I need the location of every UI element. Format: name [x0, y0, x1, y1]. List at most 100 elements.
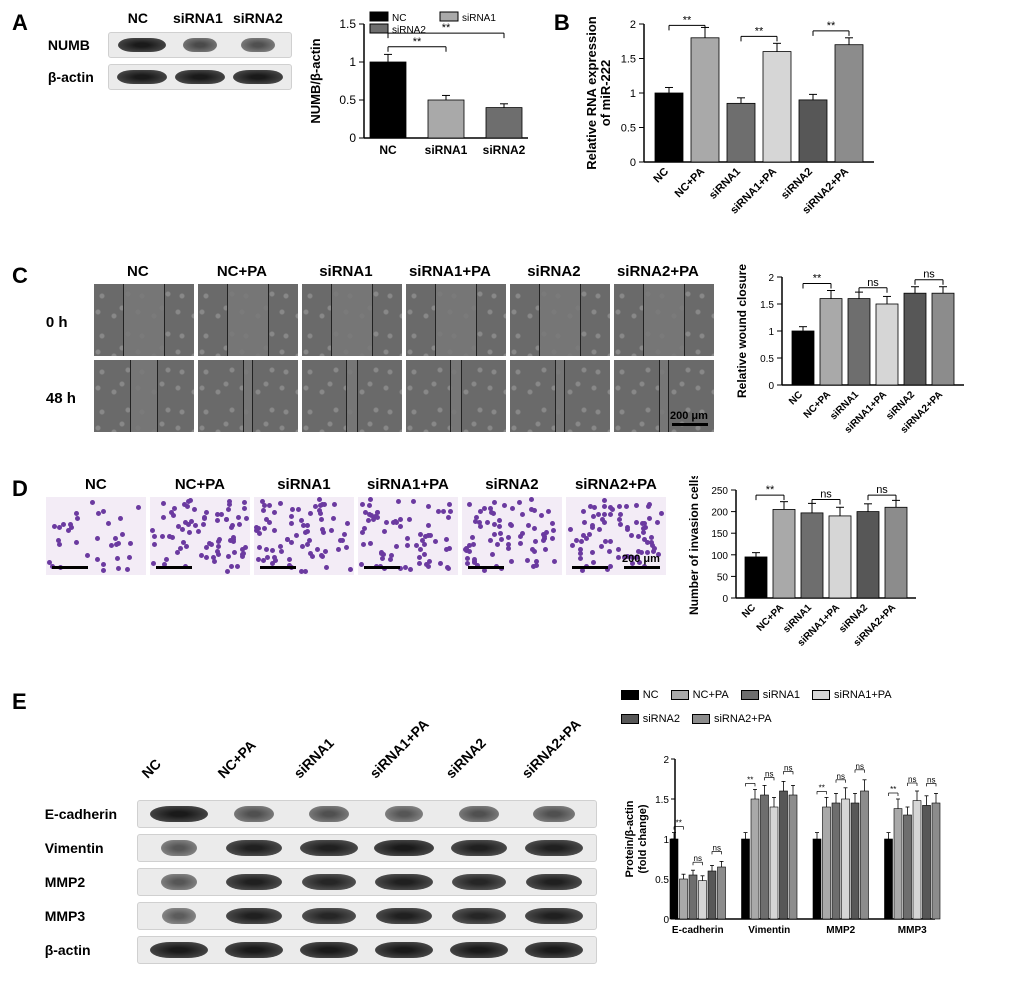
svg-text:MMP2: MMP2	[826, 925, 855, 936]
svg-text:150: 150	[711, 529, 728, 540]
micrograph-column-label: NC+PA	[150, 476, 250, 493]
svg-text:MMP3: MMP3	[897, 925, 926, 936]
wb-column-label: NC+PA	[201, 729, 266, 794]
wb-strip	[108, 32, 292, 58]
wb-band	[459, 806, 499, 821]
svg-text:Vimentin: Vimentin	[748, 925, 790, 936]
wb-band	[533, 806, 575, 821]
svg-text:1.5: 1.5	[620, 54, 635, 66]
wb-column-label: siRNA1	[168, 10, 228, 26]
svg-text:NC: NC	[379, 143, 397, 157]
svg-text:0: 0	[722, 594, 728, 605]
wb-band	[118, 38, 166, 52]
micrograph-row-label: 48 h	[46, 390, 88, 407]
wb-band	[161, 840, 197, 855]
svg-text:ns: ns	[876, 484, 888, 496]
legend-item: siRNA1	[741, 689, 800, 701]
svg-text:ns: ns	[923, 269, 935, 281]
svg-text:of miR-222: of miR-222	[598, 60, 613, 126]
svg-text:ns: ns	[784, 763, 792, 772]
panel-A-label: A	[12, 10, 28, 185]
panel-E-label: E	[12, 689, 27, 715]
svg-text:siRNA1: siRNA1	[707, 166, 743, 202]
wound-healing-micrograph	[94, 360, 194, 432]
micrograph-column-label: NC	[46, 476, 146, 493]
panel-C-wound-healing-images: NCNC+PAsiRNA1siRNA1+PAsiRNA2siRNA2+PA0 h…	[46, 263, 714, 436]
panel-D-invasion-images: NCNC+PAsiRNA1siRNA1+PAsiRNA2siRNA2+PA200…	[46, 476, 666, 579]
invasion-micrograph	[46, 497, 146, 575]
wb-band	[302, 908, 356, 923]
svg-text:0.5: 0.5	[620, 123, 635, 135]
wb-row-label: Vimentin	[45, 840, 137, 856]
svg-text:**: **	[413, 36, 422, 48]
svg-text:siRNA2: siRNA2	[392, 25, 426, 36]
svg-text:1.5: 1.5	[760, 300, 774, 311]
invasion-micrograph	[462, 497, 562, 575]
svg-text:**: **	[675, 819, 681, 828]
svg-text:NC: NC	[787, 389, 805, 407]
micrograph-column-label: NC	[88, 263, 188, 280]
wb-strip	[137, 868, 597, 896]
wound-healing-micrograph	[302, 360, 402, 432]
svg-text:2: 2	[630, 19, 636, 31]
panel-B-label: B	[554, 10, 570, 245]
wb-band	[525, 908, 583, 923]
wound-healing-micrograph	[198, 284, 298, 356]
wb-band	[300, 942, 358, 957]
legend-item: siRNA2+PA	[692, 713, 772, 725]
wb-band	[309, 806, 349, 821]
wb-column-label: siRNA2	[228, 10, 288, 26]
panel-C: NCNC+PAsiRNA1siRNA1+PAsiRNA2siRNA2+PA0 h…	[46, 263, 972, 458]
wb-row-label: E-cadherin	[45, 806, 137, 822]
svg-text:0: 0	[768, 381, 774, 392]
svg-text:ns: ns	[908, 775, 916, 784]
micrograph-column-label: NC+PA	[192, 263, 292, 280]
svg-text:NC: NC	[392, 13, 406, 24]
wb-band	[162, 908, 196, 923]
svg-text:ns: ns	[765, 769, 773, 778]
wb-strip	[137, 902, 597, 930]
micrograph-column-label: siRNA1	[254, 476, 354, 493]
wb-band	[525, 942, 583, 957]
svg-text:ns: ns	[855, 762, 863, 771]
svg-text:0: 0	[349, 131, 356, 145]
wb-band	[117, 70, 167, 84]
micrograph-column-label: siRNA2+PA	[566, 476, 666, 493]
wb-band	[374, 840, 434, 855]
micrograph-column-label: siRNA2	[504, 263, 604, 280]
wb-band	[375, 942, 433, 957]
svg-text:1.5: 1.5	[655, 795, 669, 806]
wb-band	[183, 38, 217, 52]
panel-C-label: C	[12, 263, 28, 289]
micrograph-column-label: siRNA1	[296, 263, 396, 280]
panel-A-bar-chart: 00.511.5NUMB/β-actinNCsiRNA1siRNA2NCsiRN…	[306, 10, 536, 185]
wb-column-label: NC	[108, 10, 168, 26]
panel-E-legend: NCNC+PAsiRNA1siRNA1+PAsiRNA2siRNA2+PA	[621, 689, 921, 725]
wb-band	[233, 70, 283, 84]
svg-text:ns: ns	[712, 843, 720, 852]
svg-text:0.5: 0.5	[760, 354, 774, 365]
wb-band	[525, 840, 583, 855]
wb-column-label: siRNA2+PA	[505, 729, 570, 794]
svg-text:1.5: 1.5	[339, 17, 356, 31]
svg-text:2: 2	[768, 273, 774, 284]
wb-row-label: β-actin	[48, 69, 108, 85]
wb-band	[300, 840, 358, 855]
svg-text:200: 200	[711, 508, 728, 519]
svg-text:NC+PA: NC+PA	[672, 166, 707, 201]
wb-band	[150, 942, 208, 957]
wb-band	[452, 908, 506, 923]
svg-text:1: 1	[663, 835, 669, 846]
panel-B: B 00.511.52Relative RNA expressionof miR…	[554, 10, 882, 245]
svg-text:ns: ns	[693, 854, 701, 863]
panel-D-label: D	[12, 476, 28, 502]
wb-strip	[137, 834, 597, 862]
wound-healing-micrograph	[198, 360, 298, 432]
svg-text:0.5: 0.5	[339, 93, 356, 107]
panel-A-western-blot: NCsiRNA1siRNA2NUMBβ-actin	[48, 10, 292, 185]
svg-text:Protein/β-actin: Protein/β-actin	[624, 800, 636, 877]
wb-band	[452, 874, 506, 889]
svg-text:**: **	[818, 783, 824, 792]
wb-band	[526, 874, 582, 889]
svg-text:(fold change): (fold change)	[637, 804, 649, 873]
